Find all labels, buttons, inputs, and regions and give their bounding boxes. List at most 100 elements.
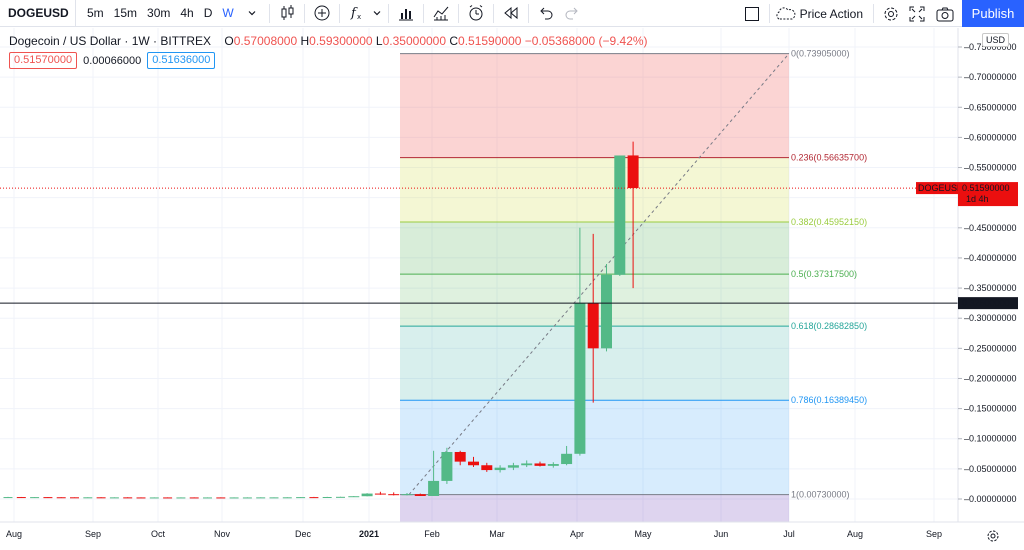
price-tick-label: –0.55000000 (964, 163, 1017, 173)
fullscreen-icon[interactable] (904, 1, 930, 27)
currency-tag[interactable]: USD (982, 33, 1010, 47)
layout-icon[interactable] (739, 1, 765, 27)
candles-icon[interactable] (274, 0, 300, 26)
time-tick-label: Dec (295, 529, 312, 539)
settings-icon[interactable] (986, 529, 1000, 543)
time-tick-label: Jul (783, 529, 795, 539)
svg-text:f: f (350, 6, 358, 21)
candle-body (361, 493, 373, 497)
candle-body (534, 463, 546, 466)
time-tick-label: Apr (570, 529, 584, 539)
toolbar-right: Price Action Publish (739, 0, 1024, 27)
alert-icon[interactable] (463, 0, 489, 26)
price-tick-label: –0.25000000 (964, 343, 1017, 353)
high-value: 0.59300000 (309, 34, 373, 48)
fib-zone (400, 53, 789, 158)
time-tick-label: Sep (85, 529, 101, 539)
publish-button[interactable]: Publish (962, 0, 1024, 27)
toolbar-divider (268, 3, 270, 23)
redo-icon[interactable] (559, 0, 585, 26)
time-tick-label: Oct (151, 529, 166, 539)
candle-body (176, 497, 186, 499)
chevron-down-icon[interactable] (370, 0, 384, 26)
candle-body (547, 464, 559, 466)
fib-level-label: 0.382(0.45952150) (791, 217, 867, 227)
toolbar-divider (387, 3, 389, 23)
toolbar-divider (422, 3, 424, 23)
candle-body (70, 497, 79, 499)
toolbar-divider (527, 3, 529, 23)
low-value: 0.35000000 (382, 34, 447, 48)
timeframe-w[interactable]: W (222, 5, 234, 20)
timeframe-4h[interactable]: 4h (180, 5, 194, 20)
price-tick-label: –0.65000000 (964, 102, 1017, 112)
symbol-price-tag (916, 182, 958, 195)
price-tick-label: –0.40000000 (964, 253, 1017, 263)
candle-body (83, 497, 93, 499)
candle-body (149, 497, 159, 499)
candle-body (256, 497, 266, 499)
candle-body (388, 494, 400, 496)
fib-level-label: 1(0.00730000) (791, 490, 850, 500)
candle-body (189, 497, 199, 499)
timeframe-15m[interactable]: 15m (113, 5, 138, 20)
settings-icon[interactable] (878, 1, 904, 27)
candle-body (30, 497, 40, 499)
timeframe-5m[interactable]: 5m (87, 5, 104, 20)
candle-body (521, 463, 533, 466)
candle-body (216, 497, 226, 499)
chevron-down-icon[interactable] (239, 0, 265, 26)
time-tick-label: 2021 (359, 529, 379, 539)
candle-body (574, 303, 586, 454)
chart-legend: Dogecoin / US Dollar · 1W · BITTREX O0.5… (9, 34, 648, 48)
time-tick-label: Aug (6, 529, 22, 539)
fib-level-label: 0(0.73905000) (791, 49, 850, 59)
sell-price-button[interactable]: 0.51570000 (9, 52, 78, 69)
financials-icon[interactable] (393, 0, 419, 26)
candle-body (322, 497, 332, 499)
fib-level-label: 0.236(0.56635700) (791, 153, 867, 163)
fib-zone (400, 222, 789, 275)
candle-body (374, 493, 386, 495)
layout-name[interactable]: Price Action (799, 6, 863, 21)
symbol-search[interactable]: DOGEUSD (0, 0, 76, 27)
price-tick-label: –0.05000000 (964, 464, 1017, 474)
replay-icon[interactable] (498, 0, 524, 26)
buy-price-button[interactable]: 0.51636000 (147, 52, 216, 69)
fib-zone (400, 400, 789, 495)
spread-value: 0.00066000 (83, 54, 142, 67)
price-tick-label: –0.20000000 (964, 373, 1017, 383)
candle-body (56, 497, 66, 499)
last-price-tag (958, 182, 1018, 207)
candle-body (414, 494, 426, 496)
timeframe-30m[interactable]: 30m (147, 5, 171, 20)
time-tick-label: Nov (214, 529, 231, 539)
templates-icon[interactable] (428, 0, 454, 26)
undo-icon[interactable] (533, 0, 559, 26)
candle-body (468, 461, 479, 466)
fib-zone (400, 157, 789, 223)
price-tick-label: –0.70000000 (964, 72, 1017, 82)
candle-body (96, 497, 106, 499)
price-tick-label: –0.15000000 (964, 404, 1017, 414)
symbol-title[interactable]: Dogecoin / US Dollar · 1W · BITTREX (9, 34, 212, 48)
price-tick-label: –0.75000000 (964, 42, 1017, 52)
camera-icon[interactable] (932, 1, 958, 27)
candle-body (163, 497, 173, 499)
candle-body (627, 155, 639, 189)
close-value: 0.51590000 (458, 34, 522, 48)
candle-body (203, 497, 212, 499)
candle-body (561, 453, 573, 465)
price-chart[interactable]: 0(0.73905000) 0.236(0.56635700) 0.382(0.45… (0, 28, 1024, 550)
timeframe-d[interactable]: D (203, 5, 213, 20)
toolbar-divider (338, 3, 340, 23)
hline-price-tag (958, 297, 1018, 310)
candle-body (428, 480, 440, 496)
add-compare-icon[interactable] (309, 0, 335, 26)
hline-price-label: 0.32500000 (962, 298, 1010, 308)
time-tick-label: Aug (847, 529, 863, 539)
fib-trend-line[interactable] (408, 53, 790, 495)
candle-body (481, 465, 493, 471)
